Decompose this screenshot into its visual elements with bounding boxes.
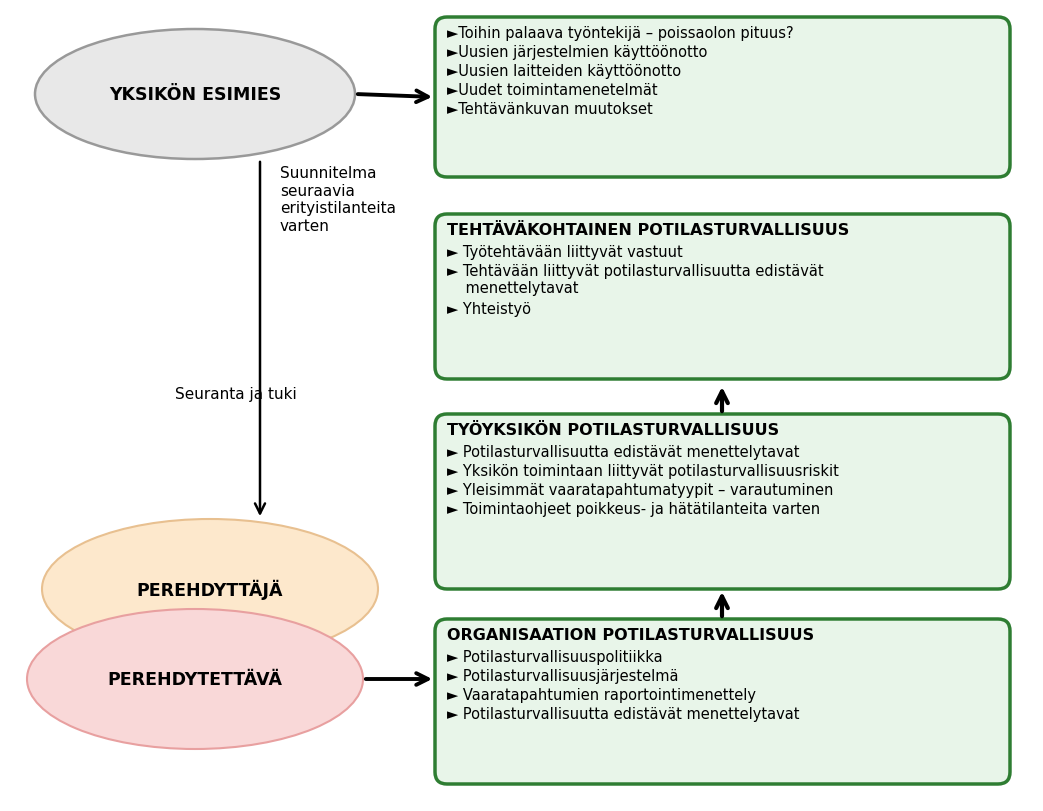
Text: ► Työtehtävään liittyvät vastuut: ► Työtehtävään liittyvät vastuut <box>447 245 683 260</box>
FancyBboxPatch shape <box>435 414 1010 590</box>
Ellipse shape <box>42 519 378 659</box>
Text: ► Potilasturvallisuuspolitiikka: ► Potilasturvallisuuspolitiikka <box>447 649 662 664</box>
Text: TEHTÄVÄKOHTAINEN POTILASTURVALLISUUS: TEHTÄVÄKOHTAINEN POTILASTURVALLISUUS <box>447 223 849 238</box>
Text: TYÖYKSIKÖN POTILASTURVALLISUUS: TYÖYKSIKÖN POTILASTURVALLISUUS <box>447 423 779 437</box>
Text: ►Toihin palaava työntekijä – poissaolon pituus?: ►Toihin palaava työntekijä – poissaolon … <box>447 26 794 41</box>
Text: ORGANISAATION POTILASTURVALLISUUS: ORGANISAATION POTILASTURVALLISUUS <box>447 627 815 642</box>
Text: ►Uusien järjestelmien käyttöönotto: ►Uusien järjestelmien käyttöönotto <box>447 45 707 60</box>
Text: ► Tehtävään liittyvät potilasturvallisuutta edistävät
    menettelytavat: ► Tehtävään liittyvät potilasturvallisuu… <box>447 264 824 296</box>
Text: YKSIKÖN ESIMIES: YKSIKÖN ESIMIES <box>108 86 282 104</box>
Text: ► Potilasturvallisuutta edistävät menettelytavat: ► Potilasturvallisuutta edistävät menett… <box>447 444 800 460</box>
FancyBboxPatch shape <box>435 18 1010 178</box>
Text: ► Potilasturvallisuutta edistävät menettelytavat: ► Potilasturvallisuutta edistävät menett… <box>447 706 800 721</box>
FancyBboxPatch shape <box>435 215 1010 380</box>
Text: ► Yleisimmät vaaratapahtumatyypit – varautuminen: ► Yleisimmät vaaratapahtumatyypit – vara… <box>447 483 833 497</box>
Text: PEREHDYTTÄJÄ: PEREHDYTTÄJÄ <box>137 579 284 599</box>
Text: ►Tehtävänkuvan muutokset: ►Tehtävänkuvan muutokset <box>447 102 653 117</box>
Text: ► Toimintaohjeet poikkeus- ja hätätilanteita varten: ► Toimintaohjeet poikkeus- ja hätätilant… <box>447 501 820 517</box>
Text: ► Vaaratapahtumien raportointimenettely: ► Vaaratapahtumien raportointimenettely <box>447 687 756 702</box>
Text: ►Uudet toimintamenetelmät: ►Uudet toimintamenetelmät <box>447 83 658 98</box>
Text: ► Yhteistyö: ► Yhteistyö <box>447 302 531 316</box>
Text: ►Uusien laitteiden käyttöönotto: ►Uusien laitteiden käyttöönotto <box>447 64 681 79</box>
Ellipse shape <box>35 30 355 160</box>
Text: Suunnitelma
seuraavia
erityistilanteita
varten: Suunnitelma seuraavia erityistilanteita … <box>280 166 396 234</box>
Text: Seuranta ja tuki: Seuranta ja tuki <box>175 387 297 402</box>
Text: ► Yksikön toimintaan liittyvät potilasturvallisuusriskit: ► Yksikön toimintaan liittyvät potilastu… <box>447 463 839 478</box>
Text: ► Potilasturvallisuusjärjestelmä: ► Potilasturvallisuusjärjestelmä <box>447 668 679 683</box>
FancyBboxPatch shape <box>435 620 1010 784</box>
Ellipse shape <box>27 609 363 749</box>
Text: PEREHDYTETTÄVÄ: PEREHDYTETTÄVÄ <box>107 670 283 689</box>
